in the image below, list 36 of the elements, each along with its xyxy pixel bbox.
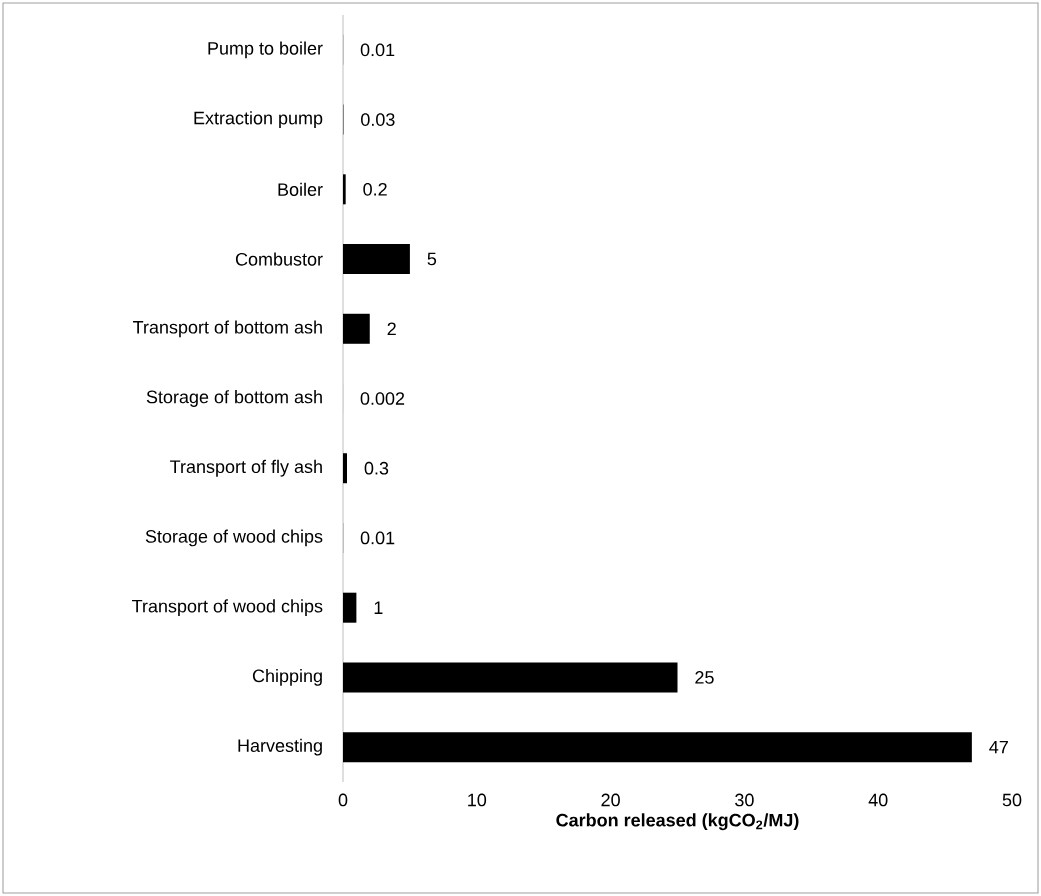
data-label: 2 bbox=[387, 322, 396, 336]
data-label: 1 bbox=[374, 601, 383, 614]
y-tick-label: Boiler bbox=[278, 182, 323, 196]
x-tick-label: 20 bbox=[601, 793, 620, 807]
y-tick-label: Transport of bottom ash bbox=[133, 320, 322, 338]
bar bbox=[343, 453, 348, 484]
x-tick-label: 40 bbox=[868, 793, 888, 807]
x-tick-label: 10 bbox=[468, 793, 487, 807]
y-tick-label: Combustor bbox=[235, 252, 323, 266]
data-label: 0.01 bbox=[360, 43, 395, 57]
data-label: 0.03 bbox=[361, 113, 395, 126]
y-tick-label: Transport of wood chips bbox=[132, 599, 323, 617]
y-tick-label: Storage of bottom ash bbox=[146, 390, 322, 407]
bar bbox=[343, 732, 972, 763]
bar bbox=[343, 313, 370, 344]
bar bbox=[343, 592, 357, 623]
y-tick-label: Pump to boiler bbox=[208, 41, 323, 59]
x-axis-title: Carbon released (kgCO$_{2}$/MJ) bbox=[556, 813, 799, 831]
bar bbox=[343, 662, 678, 693]
data-label: 0.002 bbox=[360, 392, 405, 405]
x-tick-label: 50 bbox=[1002, 793, 1022, 807]
data-label: 0.3 bbox=[364, 461, 389, 475]
data-label: 47 bbox=[989, 740, 1008, 754]
data-label: 0.01 bbox=[360, 531, 395, 545]
y-tick-label: Chipping bbox=[252, 669, 322, 686]
x-tick-label: 30 bbox=[735, 793, 754, 807]
bar bbox=[343, 174, 346, 205]
y-tick-label: Transport of fly ash bbox=[170, 459, 322, 477]
y-tick-label: Harvesting bbox=[238, 738, 322, 756]
data-label: 25 bbox=[695, 671, 714, 684]
bar bbox=[343, 244, 410, 275]
x-tick-label: 0 bbox=[338, 793, 348, 807]
data-label: 0.2 bbox=[363, 182, 387, 196]
y-tick-label: Storage of wood chips bbox=[145, 529, 323, 547]
y-tick-label: Extraction pump bbox=[194, 111, 323, 128]
data-label: 5 bbox=[427, 252, 437, 266]
